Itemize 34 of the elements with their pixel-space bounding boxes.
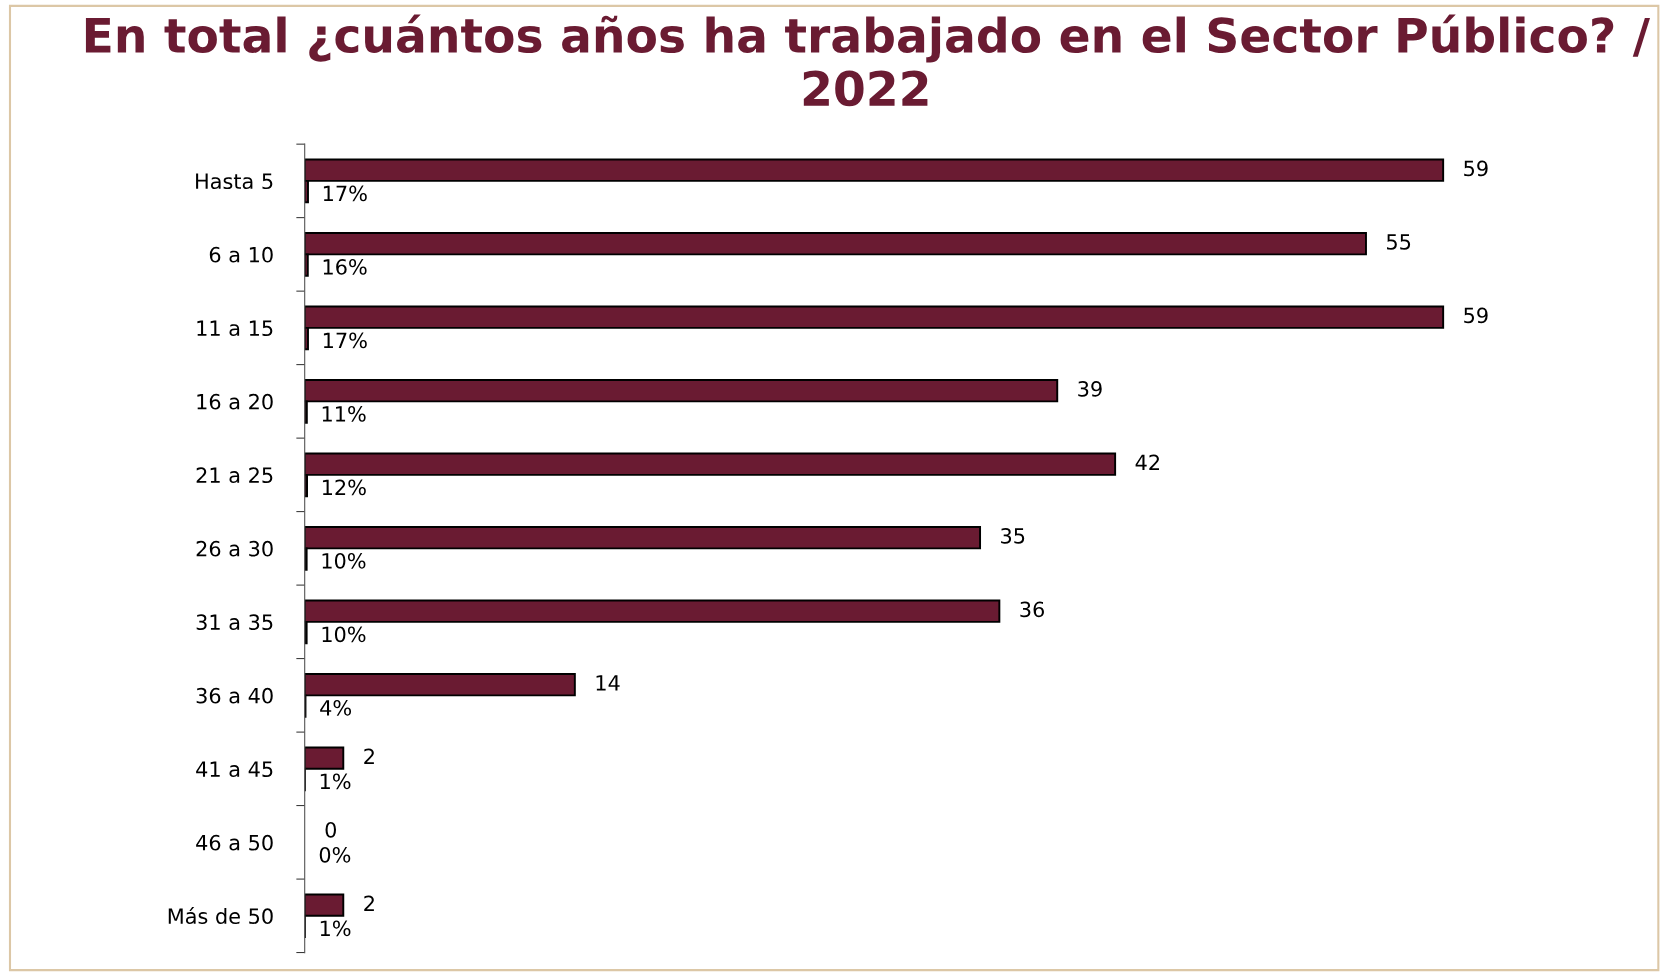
y-tick-label: 11 a 15	[197, 320, 273, 337]
y-tick-label: 26 a 30	[196, 540, 273, 557]
data-label: 0	[325, 821, 337, 838]
y-tick-label: 46 a 50	[196, 834, 273, 851]
data-label: 1%	[320, 920, 351, 937]
data-label: 42	[1135, 454, 1159, 470]
y-tick-label: 6 a 10	[209, 246, 273, 263]
data-label: 17%	[323, 332, 367, 349]
data-label: 59	[1464, 160, 1488, 177]
data-label: 16%	[323, 259, 367, 275]
chart-title: En total ¿cuántos años ha trabajado en el Sector Público? / 2022	[85, 14, 1651, 107]
y-tick-label: 36 a 40	[196, 687, 273, 704]
data-label: 36	[1020, 601, 1044, 618]
data-label: 39	[1078, 381, 1102, 397]
data-label: 2	[364, 895, 374, 911]
y-tick-label: 21 a 25	[196, 467, 273, 484]
data-label: 14	[596, 675, 620, 691]
data-label: 11%	[322, 405, 366, 422]
data-label: 17%	[323, 185, 367, 202]
data-label: 35	[1001, 527, 1025, 544]
data-label: 4%	[320, 699, 352, 716]
data-label: 55	[1387, 234, 1411, 250]
y-tick-label: 41 a 45	[196, 761, 273, 778]
data-label: 10%	[322, 552, 366, 569]
data-label: 12%	[322, 479, 366, 496]
data-label: 2	[364, 748, 374, 764]
data-label: 10%	[322, 626, 366, 643]
y-tick-label: 31 a 35	[196, 614, 273, 631]
data-label: 1%	[320, 773, 351, 790]
y-tick-label: Hasta 5	[196, 173, 273, 190]
y-tick-label: Más de 50	[168, 907, 273, 925]
data-label: 0%	[319, 846, 351, 863]
data-label: 59	[1464, 307, 1488, 324]
y-tick-label: 16 a 20	[197, 393, 273, 410]
